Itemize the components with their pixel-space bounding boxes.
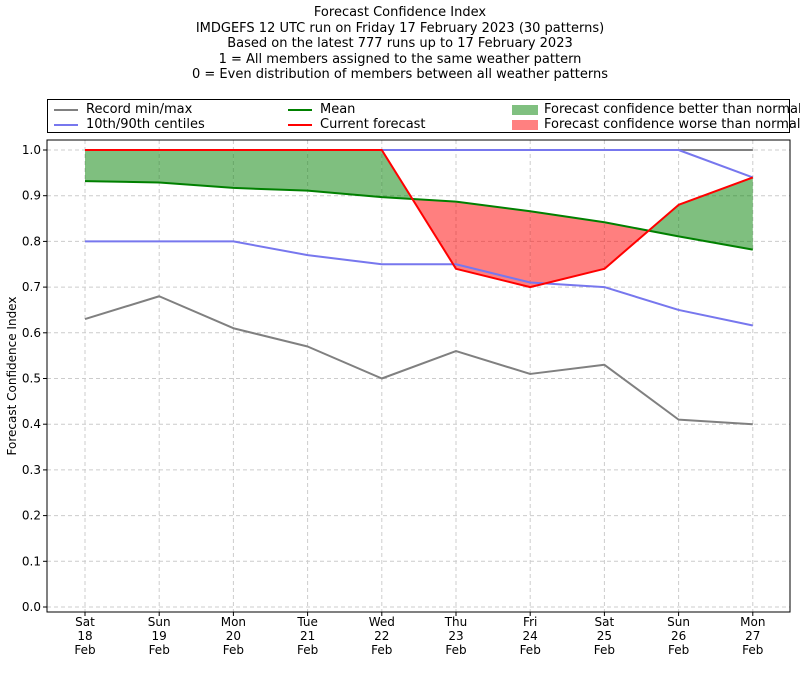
- x-tick-label-line: Mon: [221, 615, 246, 629]
- x-tick-label-line: Tue: [296, 615, 318, 629]
- legend-label: Mean: [320, 102, 356, 117]
- x-tick-label-line: Sun: [148, 615, 171, 629]
- legend-label: Record min/max: [86, 102, 193, 117]
- x-tick-label: Sat 18 Feb: [74, 615, 95, 657]
- x-tick-label-line: Fri: [523, 615, 537, 629]
- x-tick-label-line: 18: [77, 629, 92, 643]
- x-tick-label-line: Feb: [668, 643, 689, 657]
- x-tick-label-line: Feb: [371, 643, 392, 657]
- legend-swatch: [288, 108, 312, 111]
- legend-label: 10th/90th centiles: [86, 117, 205, 132]
- chart-legend: Record min/max 10th/90th centiles Mean C…: [47, 99, 800, 133]
- x-tick-label-line: Sat: [75, 615, 95, 629]
- y-tick-label: 0.1: [22, 554, 41, 568]
- x-tick-label: Tue 21 Feb: [296, 615, 318, 657]
- y-tick-label: 0.4: [22, 417, 41, 431]
- x-tick-label: Wed 22 Feb: [369, 615, 395, 657]
- x-tick-label-line: Sun: [667, 615, 690, 629]
- x-tick-label-line: 19: [152, 629, 167, 643]
- x-tick-label-line: 25: [597, 629, 612, 643]
- fill-better-than-normal: [307, 150, 382, 198]
- x-tick-label: Mon 27 Feb: [740, 615, 765, 657]
- y-tick-label: 0.8: [22, 234, 41, 248]
- x-tick-label-line: 21: [300, 629, 315, 643]
- legend-swatch: [512, 119, 538, 130]
- fill-worse-than-normal: [456, 201, 531, 288]
- y-tick-label: 0.0: [22, 600, 41, 614]
- series-line-record-min: [84, 295, 753, 426]
- x-tick-label: Sun 19 Feb: [148, 615, 171, 657]
- y-tick-label: 0.7: [22, 280, 41, 294]
- legend-item-current: Current forecast: [288, 117, 426, 132]
- chart-title: Forecast Confidence Index IMDGEFS 12 UTC…: [0, 5, 800, 83]
- fill-better-than-normal: [678, 177, 753, 250]
- fill-better-than-normal: [233, 150, 308, 191]
- x-tick-label-line: Thu: [444, 615, 468, 629]
- series-line-mean: [84, 180, 753, 251]
- y-tick-label: 0.5: [22, 372, 41, 386]
- x-tick-label: Fri 24 Feb: [520, 615, 541, 657]
- y-axis: 0.0 0.1 0.2 0.3 0.4 0.5 0.6 0.7 0.8 0.9 1.0: [22, 143, 47, 614]
- x-tick-label-line: Mon: [740, 615, 765, 629]
- x-tick-label: Sat 25 Feb: [594, 615, 615, 657]
- legend-item-mean: Mean: [288, 102, 355, 117]
- subtitle-line: 0 = Even distribution of members between…: [191, 67, 609, 82]
- x-tick-label-line: 20: [226, 629, 241, 643]
- x-tick-label-line: Feb: [149, 643, 170, 657]
- series-line-p10: [85, 240, 754, 327]
- x-tick-label-line: Feb: [594, 643, 615, 657]
- subtitle-line: Based on the latest 777 runs up to 17 Fe…: [227, 36, 573, 51]
- x-tick-label-line: 24: [523, 629, 538, 643]
- legend-item-better: Forecast confidence better than normal: [512, 102, 800, 117]
- y-axis-label: Forecast Confidence Index: [5, 297, 19, 456]
- y-tick-label: 1.0: [22, 143, 41, 157]
- series-line-current: [85, 149, 754, 289]
- legend-swatch: [512, 104, 538, 115]
- x-tick-label-line: Wed: [369, 615, 395, 629]
- legend-swatch: [288, 123, 312, 126]
- x-tick-label-line: Feb: [742, 643, 763, 657]
- confidence-fills: [85, 150, 753, 288]
- x-tick-label-line: 26: [671, 629, 686, 643]
- x-tick-label-line: Feb: [223, 643, 244, 657]
- legend-swatch: [54, 108, 78, 111]
- x-tick-label: Sun 26 Feb: [667, 615, 690, 657]
- legend-label: Current forecast: [320, 117, 426, 132]
- x-tick-label: Thu 23 Feb: [444, 615, 468, 657]
- y-tick-label: 0.9: [22, 189, 41, 203]
- legend-item-record: Record min/max: [54, 102, 192, 117]
- legend-item-centiles: 10th/90th centiles: [54, 117, 205, 132]
- fill-better-than-normal: [648, 204, 679, 237]
- fill-better-than-normal: [159, 150, 234, 188]
- x-tick-label-line: Sat: [595, 615, 615, 629]
- x-tick-label-line: 23: [448, 629, 463, 643]
- x-tick-label-line: Feb: [297, 643, 318, 657]
- x-tick-label-line: Feb: [445, 643, 466, 657]
- y-tick-label: 0.2: [22, 509, 41, 523]
- x-tick-label-line: 27: [745, 629, 760, 643]
- x-tick-label: Mon 20 Feb: [221, 615, 246, 657]
- legend-item-worse: Forecast confidence worse than normal: [512, 117, 800, 132]
- subtitle-line: 1 = All members assigned to the same wea…: [218, 51, 582, 67]
- fill-worse-than-normal: [604, 222, 649, 269]
- legend-label: Forecast confidence worse than normal: [544, 117, 800, 132]
- y-tick-label: 0.6: [22, 326, 41, 340]
- subtitle-line: IMDGEFS 12 UTC run on Friday 17 February…: [195, 20, 605, 36]
- x-tick-label-line: 22: [374, 629, 389, 643]
- x-tick-label-line: Feb: [74, 643, 95, 657]
- legend-label: Forecast confidence better than normal: [544, 102, 800, 117]
- fill-worse-than-normal: [530, 211, 605, 288]
- title-line: Forecast Confidence Index: [313, 5, 487, 20]
- y-tick-label: 0.3: [22, 463, 41, 477]
- plot-frame: [46, 139, 791, 613]
- x-tick-label-line: Feb: [520, 643, 541, 657]
- series-lines: [84, 149, 754, 426]
- fill-better-than-normal: [85, 150, 160, 183]
- legend-swatch: [54, 123, 78, 126]
